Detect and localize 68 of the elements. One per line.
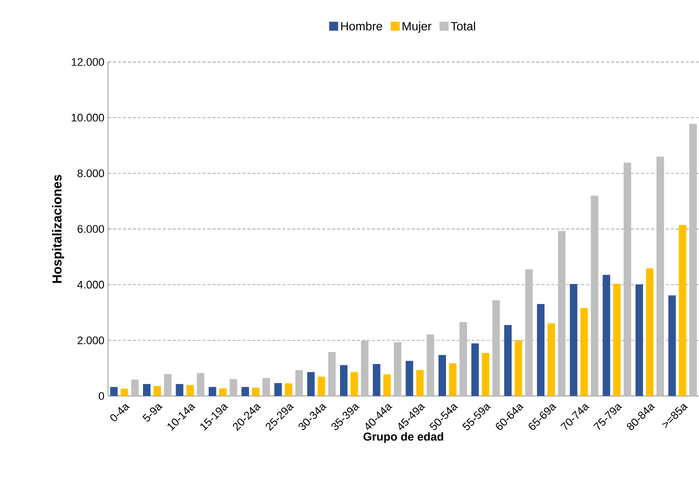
legend-label: Mujer [402, 22, 432, 33]
bar [504, 325, 512, 396]
bar [242, 386, 250, 396]
y-tick-label: 4.000 [77, 280, 104, 289]
bar [143, 384, 150, 396]
bar [274, 383, 282, 396]
bar [110, 386, 118, 396]
bar [624, 162, 632, 396]
y-tick-label: 12.000 [72, 58, 104, 66]
bar [176, 384, 184, 396]
bar [406, 360, 414, 396]
bar [460, 322, 468, 396]
bar [252, 388, 260, 396]
bar [131, 380, 139, 396]
bar [678, 224, 686, 396]
bar [646, 268, 654, 396]
bar [570, 284, 578, 396]
bar [590, 196, 598, 396]
bar [668, 295, 676, 396]
bar [449, 363, 457, 396]
bar [548, 323, 556, 396]
legend-label: Total [450, 22, 476, 30]
bar [262, 378, 270, 396]
bar [164, 374, 172, 396]
bar [636, 284, 644, 396]
bar [383, 374, 391, 396]
bar [471, 343, 479, 396]
bar [426, 334, 434, 396]
y-tick-label: 10.000 [72, 114, 104, 122]
y-tick-label: 0 [98, 392, 104, 400]
bar [154, 386, 161, 396]
y-tick-label: 8.000 [78, 169, 104, 178]
legend-label: Hombre [341, 22, 382, 30]
bar [416, 370, 424, 396]
bar [394, 342, 402, 396]
bar [318, 376, 326, 396]
bar [613, 284, 621, 396]
bar [580, 308, 588, 396]
bar [307, 372, 315, 396]
bar [514, 340, 522, 396]
bar [350, 372, 358, 396]
bar [361, 340, 369, 396]
bar [482, 352, 490, 396]
bar [284, 383, 292, 396]
bar [602, 274, 610, 396]
bar [295, 370, 303, 396]
x-tick-label: 5-9a [142, 404, 163, 422]
bar [689, 124, 697, 396]
bar [656, 156, 664, 396]
bar [558, 230, 566, 396]
bar [120, 388, 128, 396]
x-tick-label: 0-4a [110, 404, 130, 422]
bar [196, 373, 204, 396]
x-axis-title: Grupo de edad [364, 432, 444, 443]
bar [219, 388, 227, 396]
bar [537, 304, 545, 396]
bar [372, 364, 380, 396]
bar [492, 300, 500, 396]
y-tick-label: 2.000 [78, 336, 104, 344]
bar [186, 385, 194, 396]
y-axis-title: Hospitalizaciones [52, 174, 64, 283]
bar [438, 354, 446, 396]
bar [230, 379, 238, 396]
y-tick-label: 6.000 [78, 225, 104, 233]
bar [208, 386, 216, 396]
bar [328, 352, 336, 396]
bar [340, 365, 348, 396]
bar [525, 269, 533, 396]
